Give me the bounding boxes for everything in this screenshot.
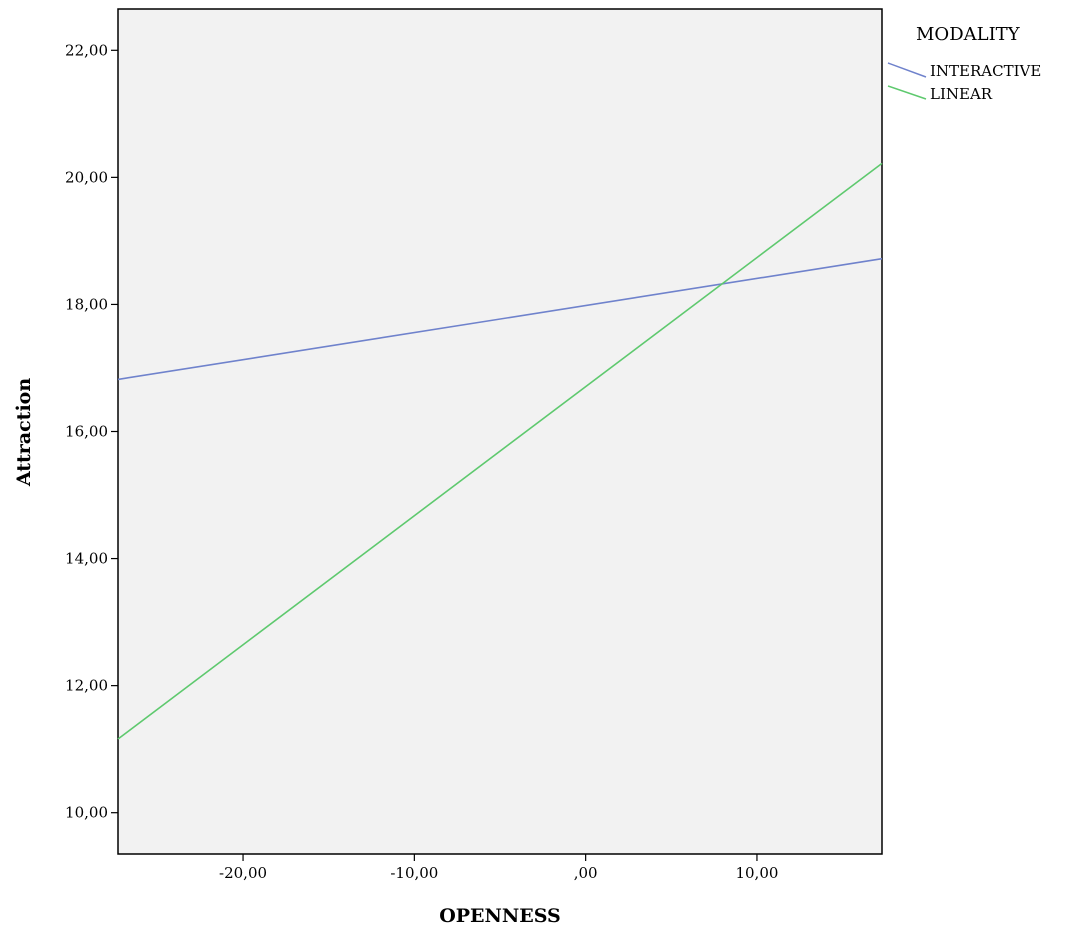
series-line-interactive xyxy=(117,257,883,381)
y-tick-label: 12,00 xyxy=(65,677,108,695)
y-axis-ticks: 10,00 12,00 14,00 16,00 18,00 20,00 22,00 xyxy=(65,41,118,822)
x-tick-label: -10,00 xyxy=(390,864,438,882)
series-line-linear xyxy=(117,162,883,740)
x-axis-title: OPENNESS xyxy=(439,905,561,927)
x-tick-label: 10,00 xyxy=(735,864,778,882)
y-tick-label: 22,00 xyxy=(65,41,108,59)
x-tick-label: ,00 xyxy=(574,864,598,882)
legend-swatch-interactive xyxy=(887,62,927,78)
legend-title: MODALITY xyxy=(916,24,1021,45)
legend: MODALITY INTERACTIVE LINEAR xyxy=(887,24,1041,103)
x-axis-ticks: -20,00 -10,00 ,00 10,00 xyxy=(219,854,778,882)
y-tick-label: 18,00 xyxy=(65,295,108,313)
x-tick-label: -20,00 xyxy=(219,864,267,882)
series-lines xyxy=(117,162,883,740)
y-tick-label: 10,00 xyxy=(65,804,108,822)
y-tick-label: 14,00 xyxy=(65,550,108,568)
legend-label-interactive: INTERACTIVE xyxy=(930,62,1041,80)
y-tick-label: 16,00 xyxy=(65,423,108,441)
y-axis-title: Attraction xyxy=(13,378,35,488)
legend-swatch-linear xyxy=(887,85,927,100)
plot-area xyxy=(117,8,883,855)
y-tick-label: 20,00 xyxy=(65,168,108,186)
legend-label-linear: LINEAR xyxy=(930,85,993,103)
